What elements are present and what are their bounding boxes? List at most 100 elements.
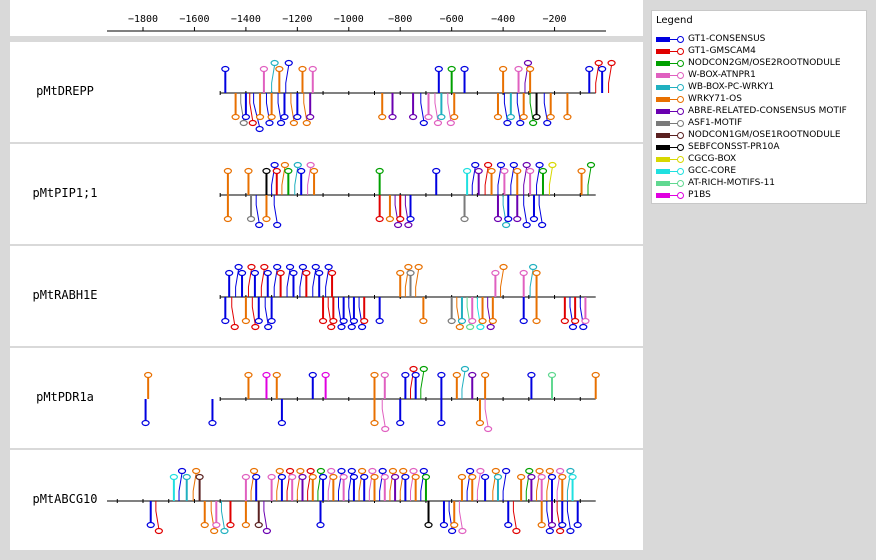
motif-marker xyxy=(277,473,287,501)
motif-marker xyxy=(141,399,150,427)
motif-head xyxy=(455,323,464,331)
motif-head xyxy=(547,371,557,379)
motif-head xyxy=(337,467,346,475)
motif-head xyxy=(244,167,253,175)
motif-marker xyxy=(254,297,263,325)
legend-marker-icon xyxy=(677,168,684,175)
motif-marker xyxy=(478,297,487,325)
motif-marker xyxy=(380,371,389,399)
motif-head xyxy=(547,473,557,481)
motif-track xyxy=(219,263,596,331)
motif-marker xyxy=(223,167,232,195)
motif-stem xyxy=(231,297,236,326)
motif-head xyxy=(306,467,315,475)
motif-head xyxy=(476,467,485,475)
motif-head xyxy=(260,263,269,271)
motif-head xyxy=(280,161,290,169)
legend-stem xyxy=(670,111,678,112)
motif-head xyxy=(493,473,503,481)
motif-marker xyxy=(526,65,535,93)
motif-marker xyxy=(446,93,455,127)
motif-marker xyxy=(487,167,496,195)
motif-head xyxy=(276,119,286,127)
motif-head xyxy=(452,371,461,379)
motif-head xyxy=(491,467,500,475)
motif-marker xyxy=(241,297,250,325)
legend-marker-icon xyxy=(677,108,684,115)
motif-head xyxy=(468,317,477,325)
motif-marker xyxy=(432,167,441,195)
motif-stem xyxy=(303,93,308,122)
motif-marker xyxy=(272,167,281,195)
motif-marker xyxy=(244,167,253,195)
motif-marker xyxy=(591,371,600,399)
legend-label: W-BOX-ATNPR1 xyxy=(688,70,756,80)
motif-head xyxy=(496,161,506,169)
motif-head xyxy=(411,473,420,481)
motif-head xyxy=(272,371,281,379)
motif-head xyxy=(474,167,483,175)
motif-head xyxy=(516,119,525,127)
motif-head xyxy=(380,473,389,481)
motif-marker xyxy=(547,473,557,501)
motif-head xyxy=(493,215,503,223)
motif-head xyxy=(226,521,235,529)
motif-head xyxy=(591,371,600,379)
legend-item: CGCG-BOX xyxy=(656,154,866,166)
motif-marker xyxy=(306,93,315,121)
motif-head xyxy=(225,269,234,277)
motif-head xyxy=(337,323,346,331)
motif-marker xyxy=(527,371,536,399)
motif-marker xyxy=(349,473,359,501)
legend-stem xyxy=(670,87,678,88)
motif-marker xyxy=(493,473,503,501)
motif-marker xyxy=(535,161,544,195)
motif-marker xyxy=(529,93,538,127)
motif-marker xyxy=(437,93,446,121)
motif-head xyxy=(267,113,276,121)
motif-head xyxy=(419,365,428,373)
motif-head xyxy=(547,521,557,529)
motif-marker xyxy=(447,297,456,325)
motif-stem xyxy=(471,166,476,195)
legend-label: SEBFCONSST-PR10A xyxy=(688,142,780,152)
motif-stem xyxy=(420,370,425,399)
motif-head xyxy=(486,323,495,331)
motif-head xyxy=(284,59,293,67)
motif-head xyxy=(306,161,315,169)
motif-head xyxy=(586,161,596,169)
motif-marker xyxy=(293,93,302,121)
motif-head xyxy=(329,317,338,325)
motif-head xyxy=(535,467,544,475)
axis-tick-label: −1200 xyxy=(282,14,312,25)
motif-marker xyxy=(594,59,603,93)
motif-marker xyxy=(503,93,512,127)
motif-marker xyxy=(424,501,433,529)
motif-head xyxy=(212,521,221,529)
motif-head xyxy=(347,323,356,331)
motif-marker xyxy=(329,473,338,501)
legend-swatch xyxy=(656,49,670,54)
motif-marker xyxy=(513,195,522,223)
motif-stem xyxy=(312,268,317,297)
legend-item: GT1-CONSENSUS xyxy=(656,34,866,46)
motif-marker xyxy=(411,371,420,399)
motif-head xyxy=(548,161,557,169)
motif-head xyxy=(532,269,541,277)
motif-stem xyxy=(447,93,452,122)
legend-item: SEBFCONSST-PR10A xyxy=(656,142,866,154)
motif-head xyxy=(289,119,299,127)
motif-head xyxy=(529,263,538,271)
motif-marker xyxy=(547,371,557,399)
motif-head xyxy=(598,65,607,73)
motif-marker xyxy=(457,473,467,501)
legend-item: NODCON1GM/OSE1ROOTNODULE xyxy=(656,130,866,142)
motif-marker xyxy=(522,195,531,229)
motif-head xyxy=(585,65,594,73)
motif-head xyxy=(264,323,273,331)
motif-marker xyxy=(517,473,526,501)
motif-head xyxy=(517,473,526,481)
motif-stem xyxy=(294,166,299,195)
motif-head xyxy=(285,263,295,271)
motif-head xyxy=(513,167,522,175)
